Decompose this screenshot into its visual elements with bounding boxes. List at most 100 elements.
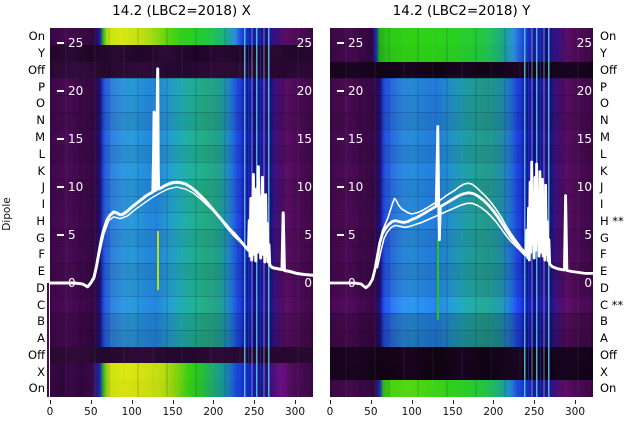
x-tick-mark bbox=[254, 400, 256, 404]
inner-tick-label-right: 20 bbox=[576, 84, 592, 98]
row-label-f: F bbox=[38, 247, 45, 262]
inner-tick-label: 20 bbox=[68, 84, 84, 98]
x-tick-label: 150 bbox=[162, 406, 183, 418]
inner-tick-label-right: 15 bbox=[576, 132, 592, 146]
row-label-e: E bbox=[600, 264, 608, 279]
x-tick-label: 200 bbox=[203, 406, 224, 418]
overlay-curves bbox=[330, 125, 593, 290]
curve-upper bbox=[374, 182, 526, 267]
x-tick-mark bbox=[534, 400, 536, 404]
inner-tick-dash bbox=[57, 42, 64, 44]
x-tick-mark bbox=[50, 400, 51, 404]
row-label-n: N bbox=[36, 113, 45, 128]
inner-tick-label-right: 20 bbox=[296, 84, 312, 98]
row-label-n: N bbox=[600, 113, 609, 128]
row-label-j: J bbox=[600, 180, 604, 195]
x-tick-label: 50 bbox=[364, 406, 378, 418]
curve-main bbox=[330, 125, 593, 290]
inner-tick-label-right: 0 bbox=[584, 276, 592, 290]
inner-tick-label-right: 25 bbox=[296, 36, 312, 50]
row-label-off: Off bbox=[28, 347, 45, 362]
row-label-d: D bbox=[36, 280, 45, 295]
panel-y-title: 14.2 (LBC2=2018) Y bbox=[392, 3, 531, 19]
row-labels-left: On Y Off P O N M L K J I H G F E D C B A Off X On bbox=[0, 28, 45, 397]
x-tick-label: 300 bbox=[284, 406, 306, 418]
x-tick-mark bbox=[213, 400, 215, 404]
row-label-j: J bbox=[41, 180, 45, 195]
x-tick-label: 100 bbox=[401, 406, 422, 418]
inner-tick-dash bbox=[337, 234, 344, 236]
green-marker-line bbox=[437, 238, 440, 320]
overlay-curves bbox=[50, 67, 313, 289]
inner-tick-label: 10 bbox=[348, 180, 364, 194]
inner-tick-label-right: 25 bbox=[576, 36, 592, 50]
row-label-x: X bbox=[37, 364, 45, 379]
row-label-a: A bbox=[37, 331, 45, 346]
row-label-a: A bbox=[600, 331, 608, 346]
row-label-g: G bbox=[36, 230, 45, 245]
x-tick-label: 0 bbox=[46, 406, 54, 418]
x-tick-mark bbox=[172, 400, 174, 404]
inner-tick-dash bbox=[57, 186, 64, 188]
row-label-k: K bbox=[37, 163, 45, 178]
x-tick-mark bbox=[90, 400, 92, 404]
row-label-p: P bbox=[600, 79, 607, 94]
panel-x-title: 14.2 (LBC2=2018) X bbox=[112, 3, 251, 19]
row-label-on: On bbox=[28, 29, 45, 44]
row-label-m: M bbox=[35, 129, 45, 144]
heatmap-panel-x: 25 25 20 20 15 15 10 10 5 5 0 0 bbox=[50, 28, 313, 397]
inner-tick-label: 10 bbox=[68, 180, 84, 194]
row-label-off: Off bbox=[28, 62, 45, 77]
x-tick-mark bbox=[295, 400, 297, 404]
inner-tick-label: 15 bbox=[348, 132, 364, 146]
row-label-off: Off bbox=[600, 347, 617, 362]
row-label-l: L bbox=[600, 146, 607, 161]
inner-tick-dash bbox=[337, 138, 344, 140]
heatmap-panel-y: 25 25 20 20 15 15 10 10 5 5 0 0 bbox=[330, 28, 593, 397]
x-tick-label: 100 bbox=[121, 406, 142, 418]
row-label-on: On bbox=[28, 381, 45, 396]
row-label-l: L bbox=[38, 146, 45, 161]
row-label-i: I bbox=[600, 197, 604, 212]
x-tick-label: 50 bbox=[84, 406, 98, 418]
inner-tick-label: 15 bbox=[68, 132, 84, 146]
inner-tick-label: 5 bbox=[68, 228, 76, 242]
green-marker-line bbox=[157, 230, 160, 290]
row-label-b: B bbox=[600, 314, 608, 329]
row-label-h: H ** bbox=[600, 213, 624, 228]
x-tick-label: 0 bbox=[326, 406, 334, 418]
inner-tick-label: 20 bbox=[348, 84, 364, 98]
inner-tick-label-right: 15 bbox=[296, 132, 312, 146]
x-tick-label: 300 bbox=[564, 406, 586, 418]
row-label-f: F bbox=[600, 247, 607, 262]
row-label-h: H bbox=[36, 213, 45, 228]
inner-tick-label: 25 bbox=[348, 36, 364, 50]
row-label-m: M bbox=[600, 129, 610, 144]
inner-tick-label-right: 5 bbox=[584, 228, 592, 242]
inner-tick-label-right: 5 bbox=[304, 228, 312, 242]
row-label-x: X bbox=[600, 364, 608, 379]
row-label-b: B bbox=[37, 314, 45, 329]
inner-tick-label: 5 bbox=[348, 228, 356, 242]
row-label-i: I bbox=[41, 197, 45, 212]
row-label-on: On bbox=[600, 381, 617, 396]
x-tick-mark bbox=[370, 400, 372, 404]
row-label-e: E bbox=[37, 264, 45, 279]
row-label-d: D bbox=[600, 280, 609, 295]
x-tick-label: 250 bbox=[244, 406, 265, 418]
x-tick-mark bbox=[575, 400, 577, 404]
x-tick-label: 200 bbox=[483, 406, 504, 418]
row-label-k: K bbox=[600, 163, 608, 178]
inner-tick-dash bbox=[57, 90, 64, 92]
row-label-off: Off bbox=[600, 62, 617, 77]
x-tick-label: 150 bbox=[442, 406, 463, 418]
row-label-y: Y bbox=[37, 46, 45, 61]
inner-tick-dash bbox=[337, 90, 344, 92]
x-tick-mark bbox=[493, 400, 495, 404]
curve-bundle2 bbox=[93, 186, 249, 280]
inner-tick-label-right: 10 bbox=[576, 180, 592, 194]
inner-tick-dash bbox=[337, 42, 344, 44]
x-tick-mark bbox=[330, 400, 331, 404]
inner-tick-label: 25 bbox=[68, 36, 84, 50]
inner-tick-dash bbox=[57, 138, 64, 140]
